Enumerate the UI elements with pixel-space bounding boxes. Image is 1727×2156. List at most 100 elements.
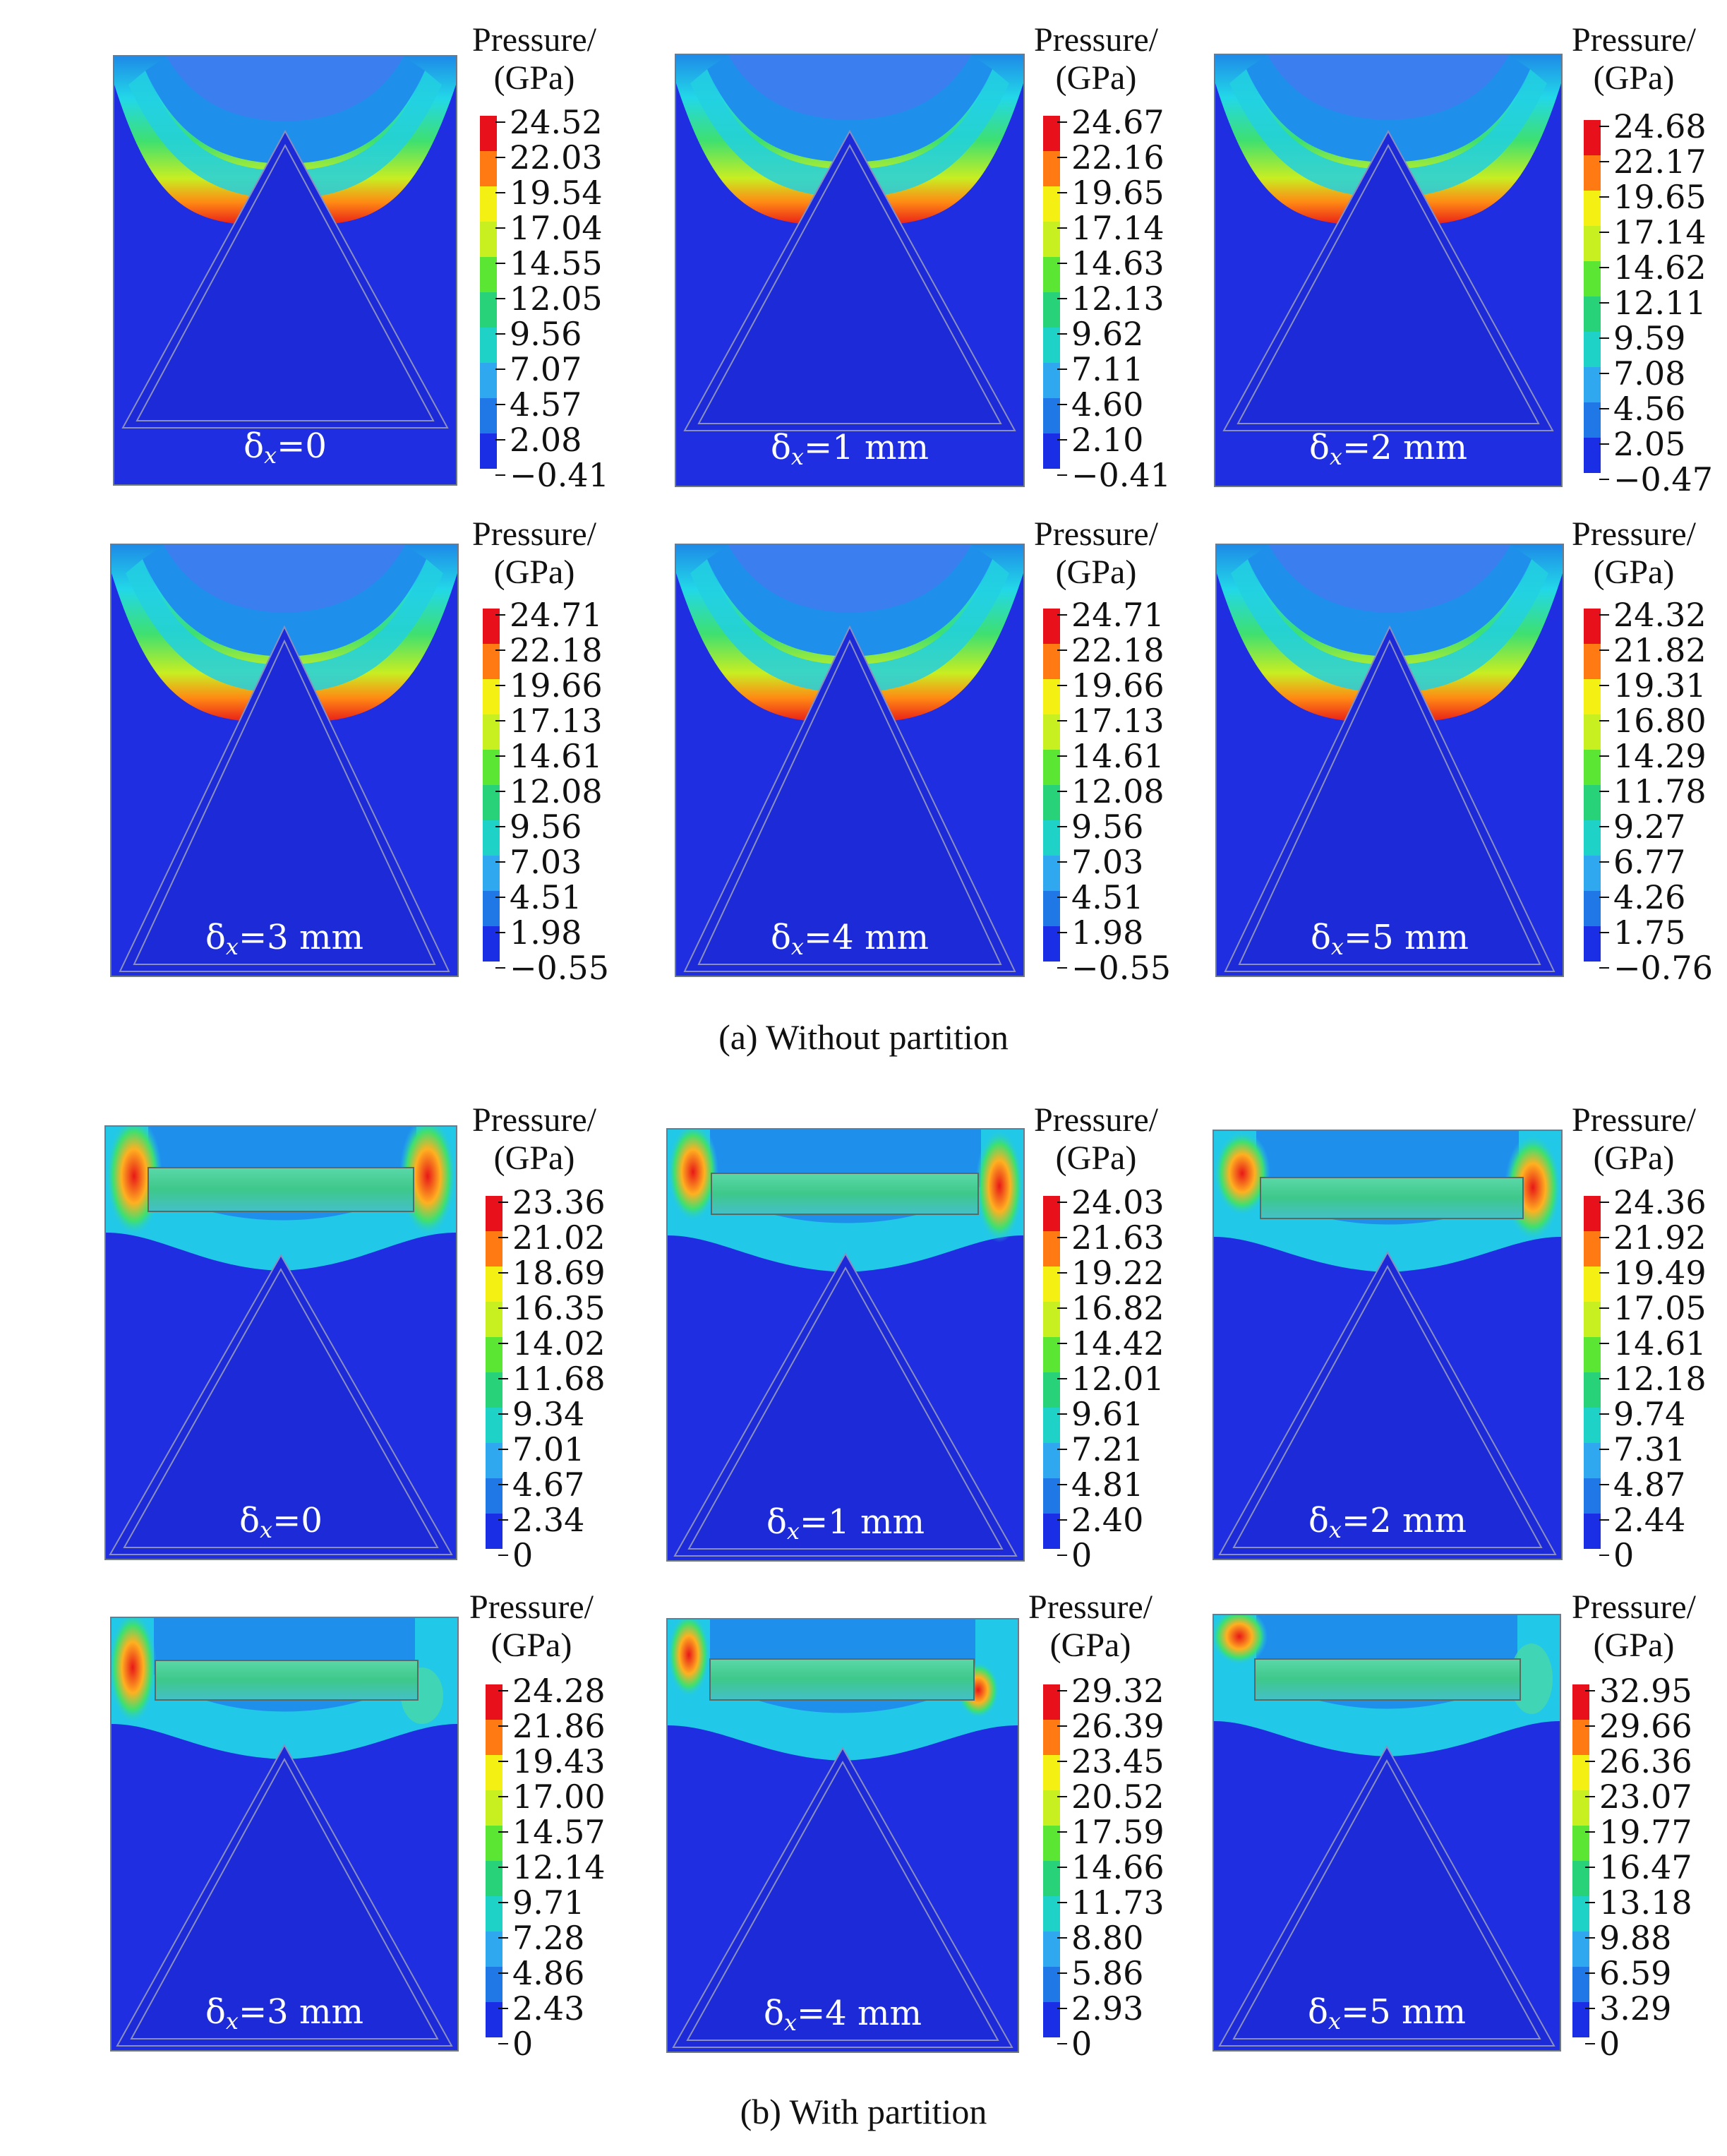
colorbar-tick-label: 4.81	[1057, 1466, 1144, 1504]
offset-label: δx=1 mm	[668, 1502, 1023, 1545]
colorbar-tick-label: 19.66	[1057, 666, 1165, 705]
colorbar-segment	[1043, 1266, 1060, 1302]
colorbar-segment	[1584, 926, 1601, 962]
legend-title-line1: Pressure/	[1572, 21, 1696, 59]
colorbar-segment	[480, 151, 497, 186]
pressure-contour	[668, 1619, 1018, 2048]
legend-title-line1: Pressure/	[472, 515, 596, 553]
colorbar-tick-label: 11.68	[498, 1360, 606, 1398]
colorbar	[486, 1196, 503, 1549]
colorbar-tick-label: 12.18	[1599, 1360, 1707, 1398]
legend-title: Pressure/(GPa)	[460, 21, 608, 97]
delta-symbol: δ	[239, 1501, 260, 1540]
colorbar-tick-label: 12.01	[1057, 1360, 1165, 1398]
offset-value: =3 mm	[238, 1992, 363, 2032]
colorbar-segment	[1584, 367, 1601, 402]
colorbar-tick-label: 4.86	[498, 1954, 585, 1992]
colorbar-tick-label: 16.82	[1057, 1289, 1165, 1327]
colorbar-tick-label: 17.14	[1057, 209, 1165, 247]
colorbar-segment	[480, 222, 497, 257]
colorbar-tick-label: 14.29	[1599, 737, 1707, 775]
pressure-contour	[1217, 545, 1563, 972]
colorbar-segment	[1584, 1231, 1601, 1266]
colorbar-tick-label: 17.04	[495, 209, 603, 247]
simulation-field: δx=0	[104, 1125, 457, 1560]
colorbar-tick-label: 7.31	[1599, 1430, 1686, 1468]
simulation-field: δx=1 mm	[675, 54, 1025, 487]
colorbar-segment	[1584, 1408, 1601, 1443]
colorbar-tick-label: 7.21	[1057, 1430, 1144, 1468]
colorbar-tick-label: 6.77	[1599, 843, 1686, 881]
colorbar-tick-label: 29.66	[1585, 1707, 1692, 1745]
colorbar-tick-label: 1.98	[495, 914, 582, 952]
offset-label: δx=5 mm	[1217, 918, 1563, 960]
colorbar-segment	[1584, 191, 1601, 226]
colorbar-tick-label: 21.63	[1057, 1218, 1165, 1257]
colorbar-tick-label: 24.52	[495, 103, 603, 141]
colorbar-segment	[480, 186, 497, 222]
colorbar-segment	[1043, 1720, 1060, 1755]
colorbar-segment	[1043, 1372, 1060, 1408]
colorbar-tick-label: 29.32	[1057, 1672, 1165, 1710]
colorbar-tick-label: 2.40	[1057, 1501, 1144, 1539]
offset-value: =1 mm	[803, 428, 929, 467]
offset-value: =4 mm	[803, 918, 929, 957]
legend-title: Pressure/(GPa)	[1022, 1101, 1170, 1178]
colorbar-segment	[1584, 785, 1601, 820]
offset-value: =5 mm	[1343, 918, 1469, 957]
colorbar-tick-label: 7.08	[1599, 354, 1686, 393]
delta-subscript: x	[225, 933, 239, 960]
colorbar-tick-label: 12.05	[495, 280, 603, 318]
simulation-field: δx=3 mm	[110, 544, 459, 977]
colorbar-tick-label: 21.86	[498, 1707, 606, 1745]
colorbar-tick-label: 9.71	[498, 1883, 585, 1922]
legend-title-line2: (GPa)	[493, 59, 575, 97]
colorbar-tick-label: 4.51	[1057, 878, 1144, 916]
colorbar-segment	[1043, 1826, 1060, 1861]
simulation-field: δx=0	[113, 55, 457, 486]
colorbar-tick-label: 19.22	[1057, 1254, 1165, 1292]
colorbar-tick-label: 23.36	[498, 1183, 606, 1221]
colorbar-tick-label: 22.03	[495, 138, 603, 176]
offset-value: =1 mm	[799, 1502, 925, 1542]
legend-title-line2: (GPa)	[493, 1139, 575, 1177]
colorbar-tick-label: 14.02	[498, 1324, 606, 1363]
colorbar-tick-label: 5.86	[1057, 1954, 1144, 1992]
delta-symbol: δ	[764, 1994, 784, 2033]
simulation-field: δx=2 mm	[1214, 54, 1563, 487]
colorbar-tick-label: 24.32	[1599, 596, 1707, 634]
simulation-field: δx=5 mm	[1212, 1614, 1561, 2052]
delta-subscript: x	[260, 1516, 273, 1543]
colorbar-segment	[1584, 402, 1601, 438]
colorbar-tick-label: 26.39	[1057, 1707, 1165, 1745]
simulation-field: δx=1 mm	[666, 1128, 1025, 1562]
colorbar-segment	[1584, 1478, 1601, 1514]
colorbar-tick-label: 11.73	[1057, 1883, 1165, 1922]
colorbar-tick-label: 16.35	[498, 1289, 606, 1327]
delta-subscript: x	[1329, 443, 1342, 470]
colorbar-tick-label: 26.36	[1585, 1742, 1692, 1780]
legend-title-line1: Pressure/	[1034, 515, 1158, 553]
colorbar	[1584, 609, 1601, 962]
legend-title-line1: Pressure/	[1572, 515, 1696, 553]
colorbar-tick-label: 7.28	[498, 1919, 585, 1957]
colorbar-segment	[1043, 222, 1060, 257]
colorbar-tick-label: 9.56	[495, 808, 582, 846]
offset-label: δx=2 mm	[1215, 428, 1561, 470]
offset-value: =2 mm	[1341, 1501, 1467, 1540]
simulation-field: δx=3 mm	[110, 1617, 459, 2052]
delta-symbol: δ	[766, 1502, 787, 1542]
colorbar-tick-label: 32.95	[1585, 1672, 1692, 1710]
colorbar-segment	[1043, 1896, 1060, 1932]
delta-subscript: x	[1328, 2008, 1341, 2035]
offset-label: δx=0	[106, 1501, 456, 1543]
delta-symbol: δ	[1308, 1992, 1328, 2032]
delta-symbol: δ	[771, 428, 791, 467]
colorbar-tick-label: 7.01	[498, 1430, 585, 1468]
delta-symbol: δ	[771, 918, 791, 957]
colorbar-tick-label: 24.68	[1599, 107, 1707, 145]
colorbar-tick-label: 22.18	[1057, 631, 1165, 669]
colorbar-tick-label: 7.03	[1057, 843, 1144, 881]
colorbar-segment	[1043, 1302, 1060, 1337]
colorbar-tick-label: 12.08	[1057, 772, 1165, 810]
